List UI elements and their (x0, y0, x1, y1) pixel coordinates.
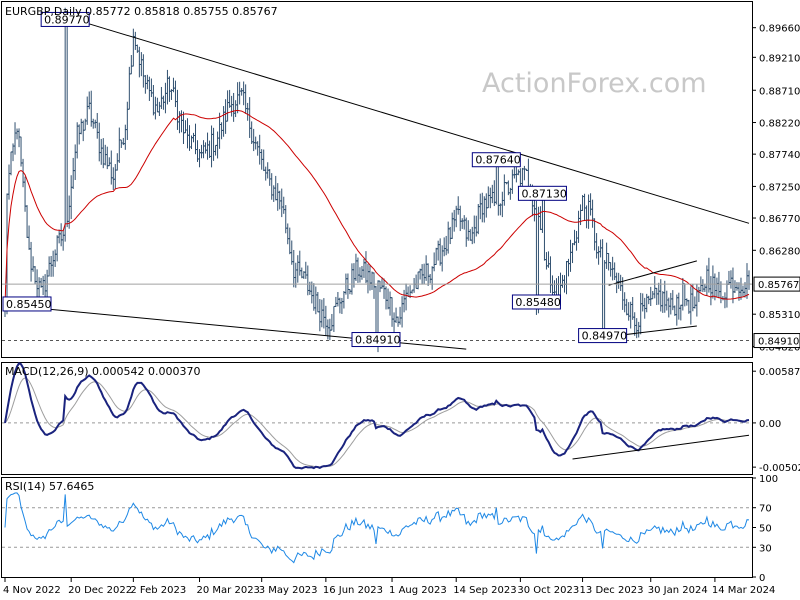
price-panel-frame (1, 1, 753, 358)
current-price-tag: 0.85767 (753, 276, 800, 292)
price-y-tick: 0.86770 (759, 214, 800, 225)
macd-y-tick: -0.005021 (759, 463, 800, 474)
rsi-y-tick: 50 (759, 524, 772, 535)
trendline (608, 260, 697, 286)
price-annotation: 0.89770 (40, 11, 90, 27)
watermark: ActionForex.com (482, 68, 707, 99)
x-tick-label: 16 Jun 2023 (323, 585, 383, 596)
price-y-tick: 0.89660 (759, 24, 800, 35)
rsi-line (4, 492, 750, 564)
trendline (69, 17, 750, 224)
price-y-tick: 0.85310 (759, 310, 800, 321)
macd-panel-frame (1, 362, 753, 475)
price-panel: 0.89770 0.87640 0.87130 0.85450 0.85480 0.849… (2, 7, 752, 353)
annotation-label: 0.84970 (582, 330, 628, 343)
annotation-label: 0.87130 (521, 187, 567, 200)
price-annotation: 0.85450 (2, 296, 52, 312)
level-label: 0.84910 (758, 337, 799, 348)
annotation-label: 0.85480 (515, 296, 561, 309)
price-annotation: 0.85480 (511, 294, 561, 310)
x-tick-label: 20 Dec 2022 (68, 585, 132, 596)
x-tick-label: 30 Oct 2023 (517, 585, 579, 596)
macd-panel (2, 362, 752, 470)
price-y-tick: 0.87740 (759, 150, 800, 161)
x-tick-label: 1 Aug 2023 (389, 585, 447, 596)
rsi-y-tick: 30 (759, 543, 772, 554)
price-y-tick: 0.89210 (759, 53, 800, 64)
x-tick-label: 14 Mar 2024 (712, 585, 775, 596)
rsi-y-tick: 0 (759, 573, 765, 584)
price-y-tick: 0.86280 (759, 246, 800, 257)
price-y-tick: 0.87250 (759, 182, 800, 193)
price-annotation: 0.87130 (517, 185, 567, 201)
current-price-label: 0.85767 (758, 280, 799, 291)
annotation-label: 0.89770 (44, 13, 90, 26)
price-annotation: 0.84910 (351, 332, 401, 348)
x-tick-label: 2 Feb 2023 (130, 585, 186, 596)
rsi-y-tick: 70 (759, 504, 772, 515)
x-tick-label: 13 Dec 2023 (580, 585, 644, 596)
price-annotation: 0.84970 (578, 328, 628, 344)
macd-trendline (572, 434, 750, 460)
moving-average-line (4, 109, 750, 306)
x-tick-label: 20 Mar 2023 (197, 585, 260, 596)
x-tick-label: 3 May 2023 (259, 585, 318, 596)
annotation-label: 0.87640 (475, 154, 521, 167)
macd-y-tick: 0.00587 (759, 367, 800, 378)
x-tick-label: 4 Nov 2022 (3, 585, 61, 596)
rsi-y-tick: 100 (759, 474, 778, 485)
level-tag: 0.84910 (753, 333, 800, 349)
rsi-header: RSI(14) 57.6465 (5, 480, 94, 493)
annotation-label: 0.85450 (6, 298, 52, 311)
macd-y-tick: 0.00 (759, 419, 781, 430)
price-annotation: 0.87640 (471, 152, 521, 168)
price-y-tick: 0.88710 (759, 86, 800, 97)
macd-header: MACD(12,26,9) 0.000542 0.000370 (5, 365, 201, 378)
macd-line (4, 362, 750, 470)
axes: 0.89660 0.89210 0.88710 0.88220 0.87740 0.872… (3, 24, 800, 596)
x-tick-label: 14 Sep 2023 (453, 585, 516, 596)
macd-signal-line (4, 377, 750, 468)
price-header: EURGBP,Daily 0.85772 0.85818 0.85755 0.8… (5, 5, 278, 18)
price-y-tick: 0.88220 (759, 119, 800, 130)
x-tick-label: 30 Jan 2024 (648, 585, 708, 596)
rsi-panel (2, 492, 752, 564)
annotation-label: 0.84910 (355, 334, 401, 347)
